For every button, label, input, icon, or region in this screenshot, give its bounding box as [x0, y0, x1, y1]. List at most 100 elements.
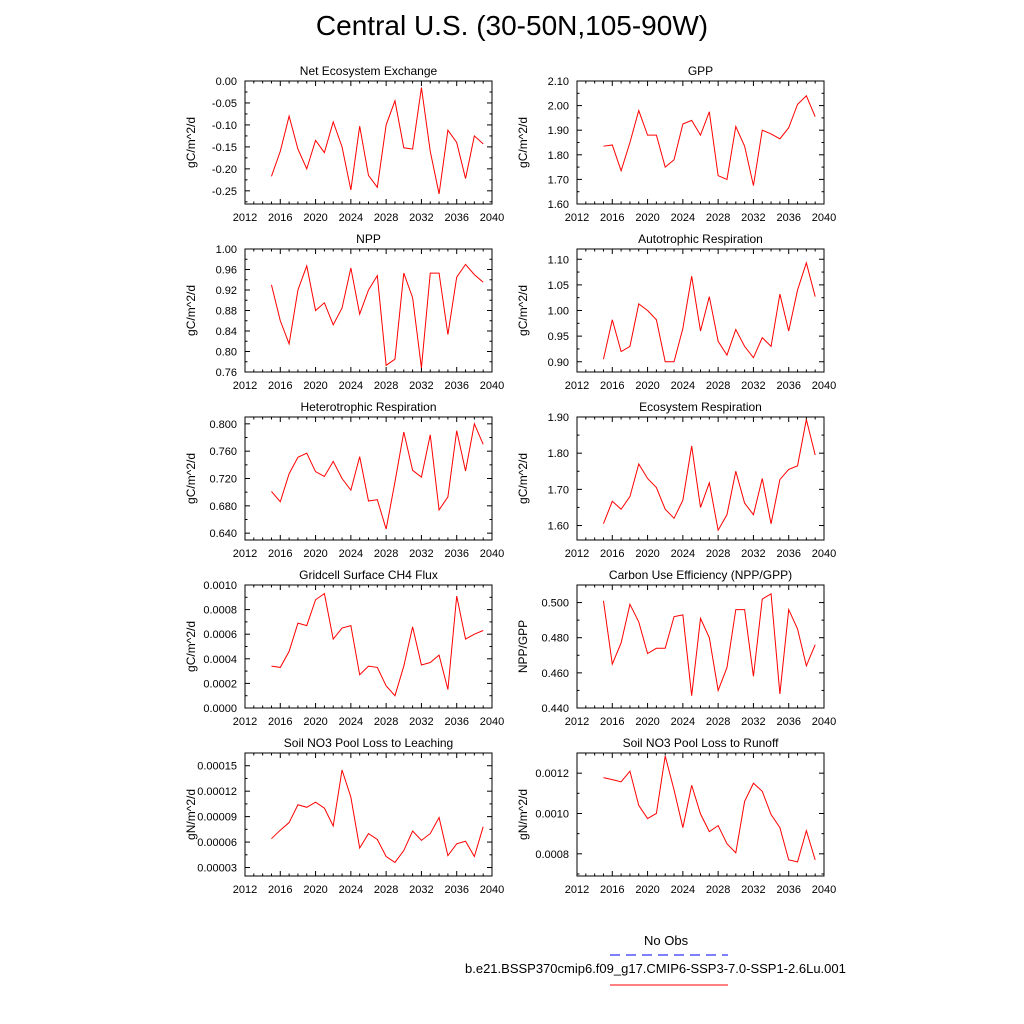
panel-title: GPP — [688, 64, 713, 78]
plot-frame — [576, 80, 825, 205]
y-tick-label: 0.480 — [541, 633, 569, 645]
y-tick-label: 1.80 — [548, 448, 569, 460]
x-tick-label: 2028 — [706, 380, 730, 392]
x-tick-label: 2012 — [565, 548, 589, 560]
y-tick-label: 0.96 — [216, 265, 237, 277]
x-tick-label: 2040 — [812, 212, 836, 224]
chart-panel-2: GPP gC/m^2/d 2012 2016 2020 2024 2028 2032 2036 2… — [516, 64, 836, 224]
x-tick-label: 2012 — [565, 212, 589, 224]
y-tick-label: 1.00 — [548, 306, 569, 318]
x-tick-label: 2012 — [233, 884, 257, 896]
plot-frame — [244, 248, 493, 373]
x-tick-label: 2024 — [339, 548, 363, 560]
y-tick-label: 0.92 — [216, 285, 237, 297]
x-tick-label: 2020 — [635, 716, 659, 728]
x-tick-label: 2028 — [374, 380, 398, 392]
x-tick-label: 2016 — [268, 884, 292, 896]
x-tick-label: 2032 — [409, 212, 433, 224]
x-tick-label: 2012 — [565, 380, 589, 392]
x-tick-label: 2028 — [706, 884, 730, 896]
x-tick-label: 2036 — [444, 716, 468, 728]
x-tick-label: 2032 — [409, 716, 433, 728]
y-tick-label: 0.460 — [541, 668, 569, 680]
y-axis-label: gC/m^2/d — [184, 453, 198, 504]
chart-panel-7: Gridcell Surface CH4 Flux gC/m^2/d 2012 201… — [184, 568, 504, 728]
y-tick-label: 0.00015 — [197, 761, 237, 773]
x-tick-label: 2040 — [812, 884, 836, 896]
y-tick-label: 2.00 — [548, 101, 569, 113]
panel-title: Gridcell Surface CH4 Flux — [299, 568, 438, 582]
y-tick-label: 0.0002 — [203, 678, 237, 690]
chart-panel-8: Carbon Use Efficiency (NPP/GPP) NPP/GPP 20… — [516, 568, 836, 728]
x-tick-label: 2024 — [671, 716, 695, 728]
x-tick-label: 2016 — [600, 716, 624, 728]
panel-title: Ecosystem Respiration — [639, 400, 762, 414]
y-tick-label: 0.00003 — [197, 863, 237, 875]
y-tick-label: 1.05 — [548, 280, 569, 292]
panel-title: Net Ecosystem Exchange — [300, 64, 438, 78]
x-tick-label: 2036 — [776, 548, 800, 560]
x-tick-label: 2032 — [409, 380, 433, 392]
x-tick-label: 2024 — [339, 884, 363, 896]
x-tick-label: 2040 — [812, 716, 836, 728]
plot-frame — [576, 416, 825, 541]
x-tick-label: 2040 — [480, 380, 504, 392]
x-tick-label: 2016 — [268, 548, 292, 560]
x-tick-label: 2032 — [741, 716, 765, 728]
y-tick-label: 0.0008 — [535, 849, 569, 861]
x-tick-label: 2012 — [565, 716, 589, 728]
figure-title: Central U.S. (30-50N,105-90W) — [315, 10, 709, 41]
y-axis-label: gC/m^2/d — [516, 285, 530, 336]
y-tick-label: 0.88 — [216, 306, 237, 318]
chart-panel-6: Ecosystem Respiration gC/m^2/d 2012 2016 202… — [516, 400, 836, 560]
x-tick-label: 2012 — [233, 548, 257, 560]
x-tick-label: 2036 — [776, 380, 800, 392]
legend-obs-label: No Obs — [644, 933, 689, 948]
x-tick-label: 2020 — [303, 380, 327, 392]
y-axis-label: gC/m^2/d — [184, 285, 198, 336]
y-tick-label: -0.20 — [212, 164, 237, 176]
x-tick-label: 2020 — [303, 884, 327, 896]
y-axis-label: gC/m^2/d — [516, 117, 530, 168]
y-axis-label: gC/m^2/d — [516, 453, 530, 504]
y-tick-label: 1.90 — [548, 125, 569, 137]
x-tick-label: 2012 — [233, 380, 257, 392]
chart-panel-4: Autotrophic Respiration gC/m^2/d 2012 2016 2… — [516, 232, 836, 392]
x-tick-label: 2024 — [339, 380, 363, 392]
x-tick-label: 2036 — [776, 884, 800, 896]
x-tick-label: 2040 — [480, 884, 504, 896]
y-tick-label: 1.70 — [548, 174, 569, 186]
x-tick-label: 2024 — [671, 548, 695, 560]
y-tick-label: 0.84 — [216, 326, 237, 338]
x-tick-label: 2032 — [409, 548, 433, 560]
x-tick-label: 2032 — [741, 884, 765, 896]
y-tick-label: 0.640 — [209, 528, 237, 540]
y-tick-label: -0.15 — [212, 142, 237, 154]
y-tick-label: 0.500 — [541, 598, 569, 610]
y-tick-label: 0.00006 — [197, 837, 237, 849]
x-tick-label: 2016 — [268, 212, 292, 224]
x-tick-label: 2040 — [812, 380, 836, 392]
y-tick-label: 1.10 — [548, 254, 569, 266]
x-tick-label: 2016 — [600, 380, 624, 392]
series-line — [603, 94, 816, 186]
x-tick-label: 2036 — [444, 548, 468, 560]
y-tick-label: 2.10 — [548, 76, 569, 88]
x-tick-label: 2028 — [374, 212, 398, 224]
y-tick-label: 0.0000 — [203, 703, 237, 715]
x-tick-label: 2020 — [303, 212, 327, 224]
panel-title: Soil NO3 Pool Loss to Runoff — [623, 736, 780, 750]
y-tick-label: -0.25 — [212, 186, 237, 198]
y-axis-label: gN/m^2/d — [184, 789, 198, 840]
x-tick-label: 2024 — [339, 716, 363, 728]
y-tick-label: 0.76 — [216, 367, 237, 379]
plot-frame — [244, 416, 493, 541]
y-tick-label: 0.800 — [209, 419, 237, 431]
chart-panel-1: Net Ecosystem Exchange gC/m^2/d 2012 2016 20… — [184, 64, 504, 224]
y-tick-label: 0.90 — [548, 357, 569, 369]
x-tick-label: 2028 — [374, 548, 398, 560]
x-tick-label: 2040 — [480, 212, 504, 224]
x-tick-label: 2036 — [776, 212, 800, 224]
x-tick-label: 2040 — [812, 548, 836, 560]
